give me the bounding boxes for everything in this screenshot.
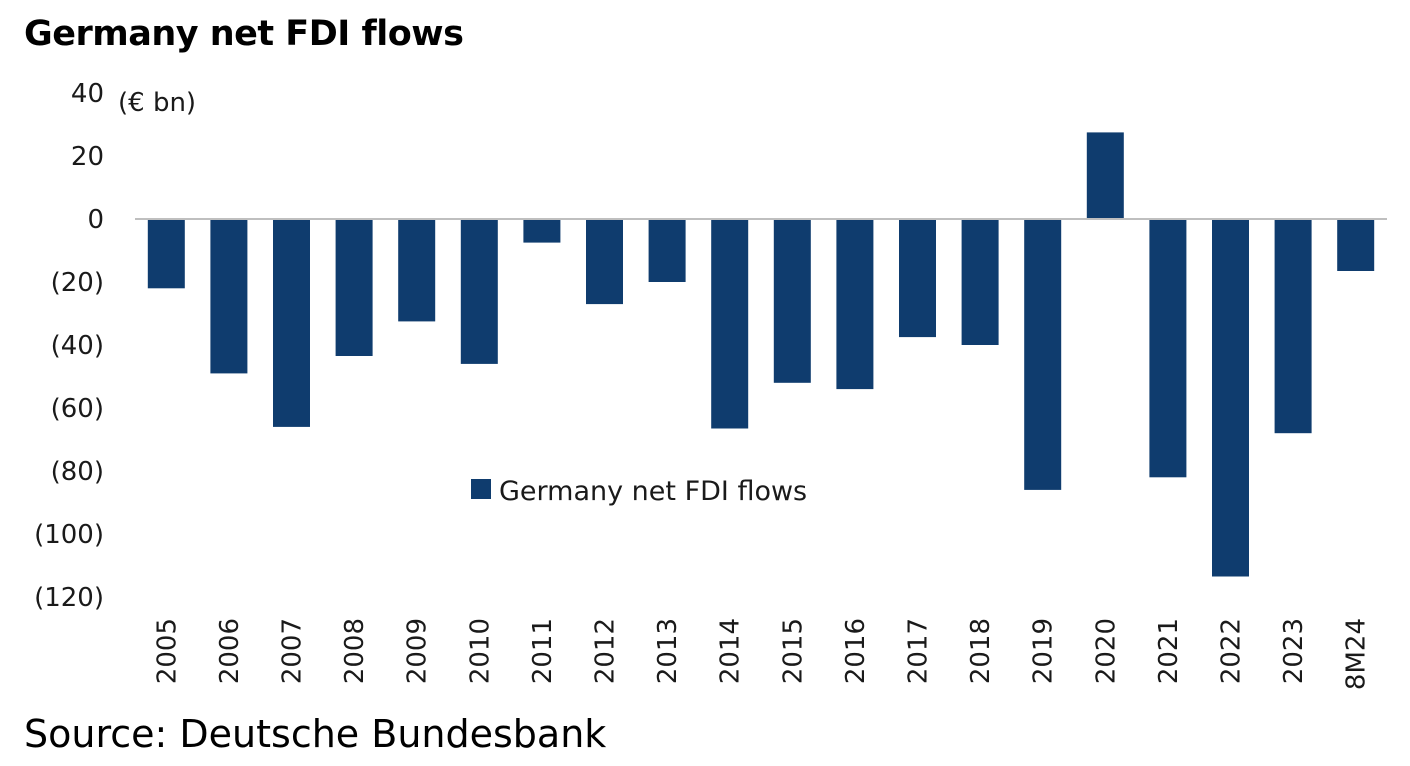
bar-series xyxy=(147,132,1375,577)
y-tick-label: (20) xyxy=(51,268,104,298)
y-tick-label: 20 xyxy=(71,142,104,172)
y-tick-label: (80) xyxy=(51,457,104,487)
x-tick-label: 2006 xyxy=(215,618,245,684)
bar xyxy=(335,219,373,356)
bar xyxy=(1212,219,1249,577)
bar xyxy=(1274,219,1312,434)
bar xyxy=(523,219,561,243)
x-tick-label: 2015 xyxy=(778,618,808,684)
x-tick-label: 2017 xyxy=(904,618,934,684)
x-tick-label: 2019 xyxy=(1029,618,1059,684)
bar xyxy=(1337,219,1375,271)
x-tick-label: 2008 xyxy=(340,618,370,684)
x-tick-label: 2016 xyxy=(841,618,871,684)
y-tick-label: (120) xyxy=(34,583,104,613)
x-tick-label: 2021 xyxy=(1154,618,1184,684)
x-tick-label: 2022 xyxy=(1217,618,1247,684)
source-note: Source: Deutsche Bundesbank xyxy=(24,712,607,756)
bar xyxy=(961,219,999,345)
legend-label: Germany net FDI flows xyxy=(499,476,807,507)
bar xyxy=(1149,219,1187,478)
y-tick-label: (60) xyxy=(51,394,104,424)
x-tick-label: 2009 xyxy=(403,618,433,684)
x-tick-label: 2020 xyxy=(1091,618,1121,684)
bar xyxy=(398,219,436,322)
x-tick-label: 2010 xyxy=(465,618,495,684)
x-tick-label: 2018 xyxy=(966,618,996,684)
bar xyxy=(210,219,248,374)
bar xyxy=(648,219,686,282)
bar xyxy=(147,219,185,289)
x-tick-label: 2005 xyxy=(152,618,182,684)
bar xyxy=(773,219,811,383)
bar xyxy=(586,219,623,305)
y-tick-label: (40) xyxy=(51,331,104,361)
x-tick-label: 2012 xyxy=(591,618,621,684)
x-tick-label: 2007 xyxy=(278,618,308,684)
y-tick-label: (100) xyxy=(34,520,104,550)
bar xyxy=(460,219,498,364)
chart-title: Germany net FDI flows xyxy=(24,14,464,54)
x-tick-label: 2014 xyxy=(716,618,746,684)
x-tick-label: 2023 xyxy=(1279,618,1309,684)
bar xyxy=(1024,219,1062,490)
x-tick-label: 2013 xyxy=(653,618,683,684)
y-axis-ticks: 40 20 0 (20) (40) (60) (80) (100) (120) xyxy=(34,79,104,613)
legend-swatch xyxy=(471,479,491,499)
x-tick-label: 2011 xyxy=(528,618,558,684)
bar xyxy=(836,219,874,390)
bar xyxy=(1086,132,1124,219)
bar xyxy=(273,219,310,427)
bar xyxy=(899,219,936,338)
y-axis-unit-label: (€ bn) xyxy=(118,88,196,118)
bar xyxy=(711,219,749,429)
legend: Germany net FDI flows xyxy=(471,476,807,507)
y-tick-label: 0 xyxy=(87,205,104,235)
x-axis-ticks: 2005 2006 2007 2008 2009 2010 2011 2012 2013 2014… xyxy=(152,618,1371,690)
y-tick-label: 40 xyxy=(71,79,104,109)
x-tick-label: 8M24 xyxy=(1342,618,1372,690)
